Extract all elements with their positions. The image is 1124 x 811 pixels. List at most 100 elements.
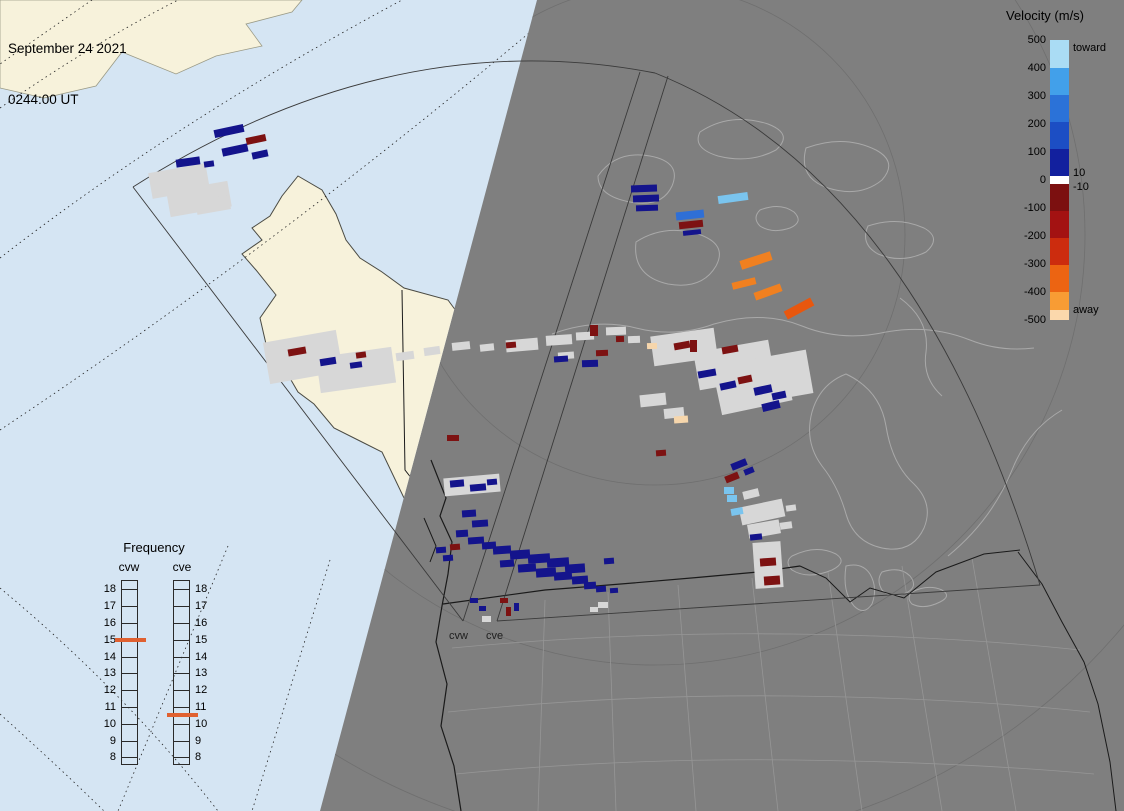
velocity-ticks: 500 400 300 200 100 0 -100 -200 -300 -400 -500 (1002, 34, 1046, 326)
radar-echo-maroon (759, 557, 777, 567)
frequency-tick-label: 10 (195, 717, 208, 730)
state-boundary (451, 633, 1081, 651)
radar-echo-navy (595, 585, 607, 593)
colorbar-segment (1050, 40, 1069, 68)
frequency-rung (122, 589, 137, 591)
ground-scatter-patch (785, 504, 797, 512)
night-layer (320, 0, 1124, 811)
ground-scatter-patch (479, 343, 495, 352)
frequency-tick-label: 15 (195, 633, 208, 646)
frequency-tick-label: 11 (104, 701, 116, 713)
ground-scatter-patch (423, 345, 441, 357)
state-boundary (677, 584, 697, 811)
radar-echo-navy (319, 356, 337, 367)
ground-scatter-patch (627, 335, 641, 344)
radar-echo-navy (749, 533, 763, 541)
radar-echo-orangered (783, 297, 815, 320)
frequency-tick-label: 8 (195, 751, 202, 764)
radar-echo-navy (761, 399, 781, 413)
velocity-legend-title: Velocity (m/s) (1006, 8, 1085, 23)
velocity-tick-label: 500 (1027, 34, 1046, 46)
radar-echo-maroon (737, 374, 753, 385)
radar-echo-navy (435, 546, 447, 554)
radar-site-label-cve: cve (486, 630, 504, 642)
velocity-direction-labels: toward 10 -10 away (1073, 40, 1123, 320)
ground-scatter-patch (395, 350, 415, 362)
threshold-neg-label: -10 (1073, 181, 1089, 193)
state-boundary (537, 599, 546, 811)
day-layer (0, 0, 536, 811)
radar-echo-navy (571, 575, 589, 585)
frequency-ladder-cvw: 18 17 16 15 14 13 12 11 10 9 8 (104, 580, 146, 765)
velocity-legend: Velocity (m/s) 500 400 300 200 100 0 -100 -200 -… (1002, 8, 1124, 328)
state-boundary (901, 565, 943, 811)
frequency-rung (122, 623, 137, 624)
radar-echo-maroon (449, 543, 461, 551)
frequency-rung (122, 690, 137, 692)
fov-edge-cve-right (496, 584, 1041, 622)
radar-echo-navy (609, 587, 619, 594)
colorbar-segment (1050, 176, 1069, 184)
state-boundary (447, 695, 1091, 713)
frequency-column-label-cvw: cvw (118, 560, 140, 574)
radar-echo-navy (564, 563, 586, 574)
ground-scatter-patch (482, 616, 491, 622)
coastline-arctic-mainland (551, 317, 1035, 350)
ground-scatter-patch (505, 337, 539, 353)
colorbar-segment (1050, 122, 1069, 149)
frequency-rung (174, 757, 189, 759)
colorbar-segment (1050, 68, 1069, 95)
radar-echo-maroon (615, 335, 625, 343)
graticule-line (251, 559, 331, 811)
frequency-tick-label: 11 (195, 701, 207, 713)
radar-echo-navy (743, 466, 755, 476)
velocity-tick-label: 100 (1027, 146, 1046, 158)
radar-echo-maroon (505, 341, 517, 349)
graticule-line (0, 0, 403, 259)
ground-scatter-patch (742, 488, 760, 500)
fov-edge-cvw-right (462, 71, 641, 622)
ground-scatter-patch (605, 326, 627, 336)
frequency-tick-label: 16 (103, 617, 116, 629)
radar-echo-navy (517, 563, 537, 573)
radar-echo-navy (471, 519, 489, 528)
fov-outer-arc (654, 72, 1041, 586)
radar-echo-navy (509, 549, 531, 560)
coastline-great-lake (844, 564, 876, 611)
frequency-legend-title: Frequency (123, 540, 185, 555)
radar-echo-navy (553, 571, 573, 581)
fov-edge-cve-left (496, 75, 669, 622)
ground-scatter-patch (315, 346, 397, 394)
radar-echo-layer (148, 123, 815, 622)
velocity-tick-label: -500 (1023, 314, 1046, 326)
radar-echo-maroon (506, 607, 511, 616)
frequency-tick-label: 8 (109, 751, 116, 764)
state-boundary (971, 557, 1017, 811)
radar-echo-navy (221, 143, 249, 157)
frequency-rung (122, 723, 137, 725)
frequency-rung (122, 606, 137, 608)
colorbar-segment (1050, 265, 1069, 292)
radar-echo-navy (581, 359, 599, 368)
frequency-tick-label: 13 (195, 667, 208, 680)
radar-echo-maroon (355, 351, 367, 359)
radar-echo-navy (349, 361, 363, 369)
radar-echo-maroon (678, 219, 704, 230)
graticule-line (0, 0, 93, 65)
radar-echo-peach (673, 415, 689, 424)
frequency-rung (174, 707, 189, 708)
radar-echo-maroon (763, 575, 781, 586)
radar-echo-navy (449, 479, 465, 488)
border-us-canada (442, 565, 801, 605)
radar-echo-maroon (673, 340, 691, 351)
radar-echo-navy (469, 483, 487, 492)
border-us-canada-lakes (799, 549, 1021, 603)
radar-echo-navy (682, 229, 702, 236)
radar-echo-navy (461, 509, 477, 518)
coastline-hudson-bay (809, 373, 928, 550)
coastline-arctic-island (597, 154, 675, 204)
frequency-rung (174, 690, 189, 692)
radar-echo-maroon (690, 340, 697, 352)
velocity-tick-label: -200 (1023, 230, 1046, 242)
